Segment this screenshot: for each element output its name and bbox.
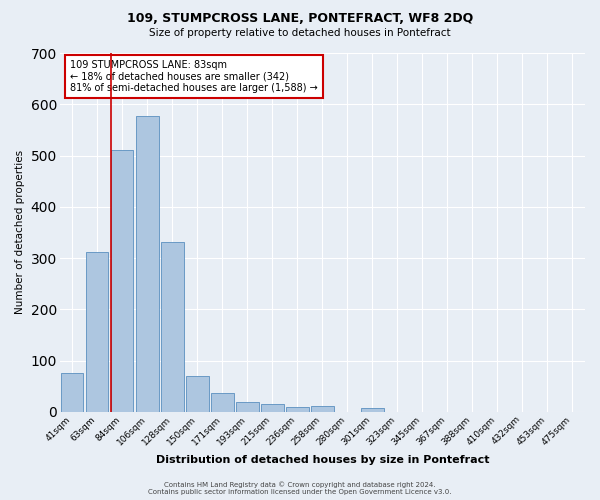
- Bar: [286, 406, 308, 412]
- Bar: [211, 393, 233, 412]
- Bar: [61, 374, 83, 412]
- Text: 109, STUMPCROSS LANE, PONTEFRACT, WF8 2DQ: 109, STUMPCROSS LANE, PONTEFRACT, WF8 2D…: [127, 12, 473, 26]
- Bar: [161, 242, 184, 412]
- X-axis label: Distribution of detached houses by size in Pontefract: Distribution of detached houses by size …: [155, 455, 489, 465]
- Text: 109 STUMPCROSS LANE: 83sqm
← 18% of detached houses are smaller (342)
81% of sem: 109 STUMPCROSS LANE: 83sqm ← 18% of deta…: [70, 60, 318, 94]
- Bar: [361, 408, 383, 412]
- Bar: [261, 404, 284, 412]
- Bar: [236, 402, 259, 412]
- Text: Contains HM Land Registry data © Crown copyright and database right 2024.
Contai: Contains HM Land Registry data © Crown c…: [148, 482, 452, 495]
- Text: Size of property relative to detached houses in Pontefract: Size of property relative to detached ho…: [149, 28, 451, 38]
- Bar: [136, 116, 158, 412]
- Bar: [186, 376, 209, 412]
- Bar: [111, 150, 133, 412]
- Bar: [86, 252, 109, 412]
- Bar: [311, 406, 334, 412]
- Y-axis label: Number of detached properties: Number of detached properties: [15, 150, 25, 314]
